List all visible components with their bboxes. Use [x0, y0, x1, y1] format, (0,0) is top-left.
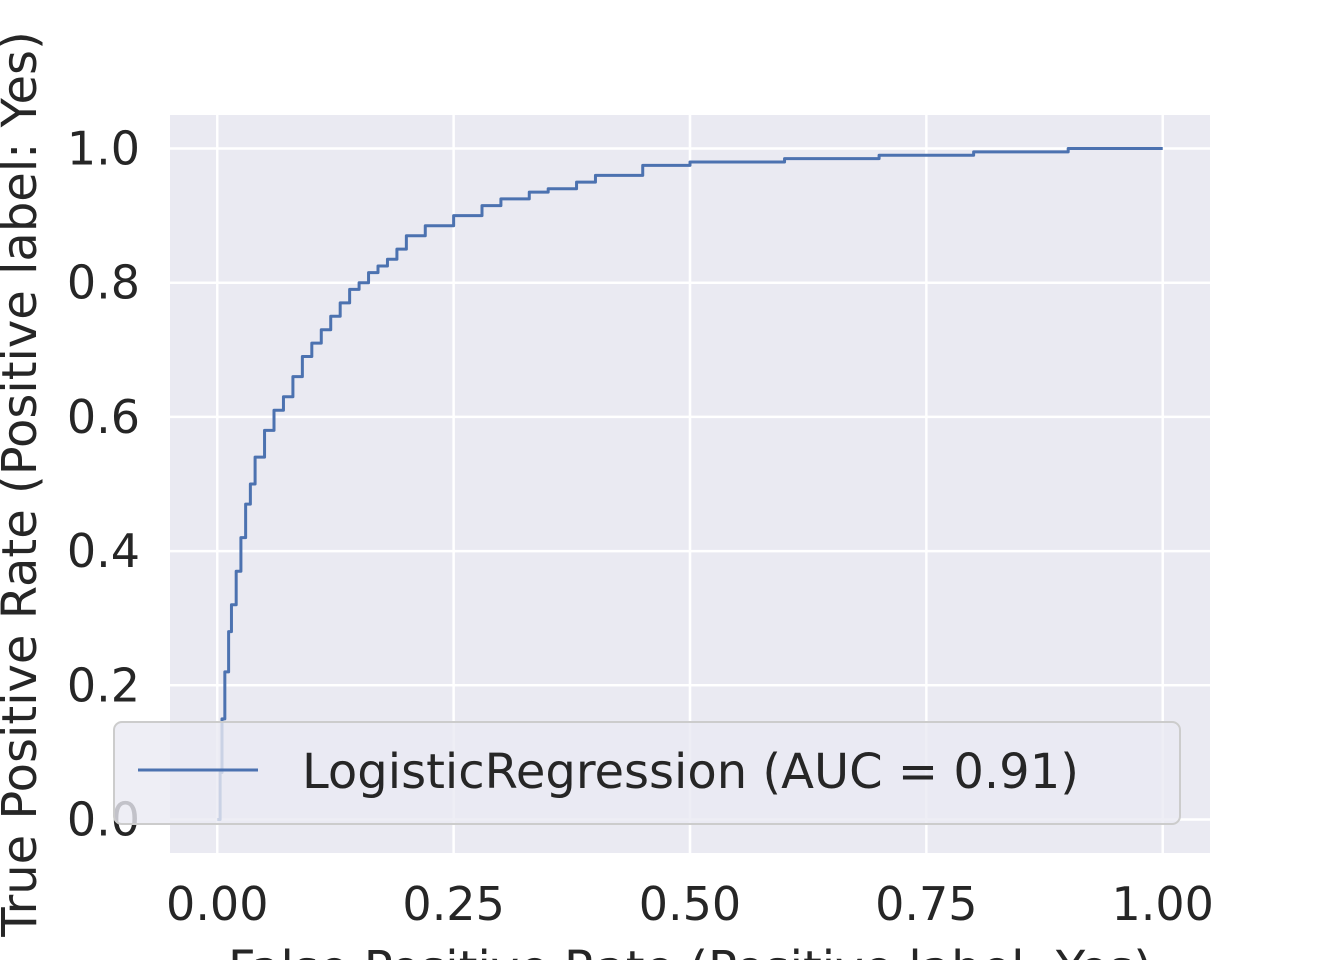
grid-lines [170, 115, 1210, 853]
x-tick-label: 1.00 [1112, 877, 1214, 931]
series-group [217, 147, 1163, 821]
legend-box [113, 721, 1181, 825]
roc-curve-line [217, 147, 1163, 821]
x-tick-labels: 0.00 0.25 0.50 0.75 1.00 [166, 877, 1214, 931]
x-tick-label: 0.00 [166, 877, 268, 931]
x-tick-label: 0.75 [875, 877, 977, 931]
legend: LogisticRegression (AUC = 0.91) [113, 721, 1181, 825]
y-tick-label: 1.0 [67, 122, 140, 176]
x-tick-label: 0.25 [402, 877, 504, 931]
y-tick-label: 0.6 [67, 390, 140, 444]
legend-label: LogisticRegression (AUC = 0.91) [302, 744, 1079, 800]
x-tick-label: 0.50 [639, 877, 741, 931]
y-tick-label: 0.4 [67, 524, 140, 578]
y-axis-label: True Positive Rate (Positive label: Yes) [0, 31, 48, 938]
x-axis-label: False Positive Rate (Positive label: Yes… [228, 941, 1152, 960]
y-tick-label: 0.2 [67, 658, 140, 712]
y-tick-label: 0.8 [67, 256, 140, 310]
